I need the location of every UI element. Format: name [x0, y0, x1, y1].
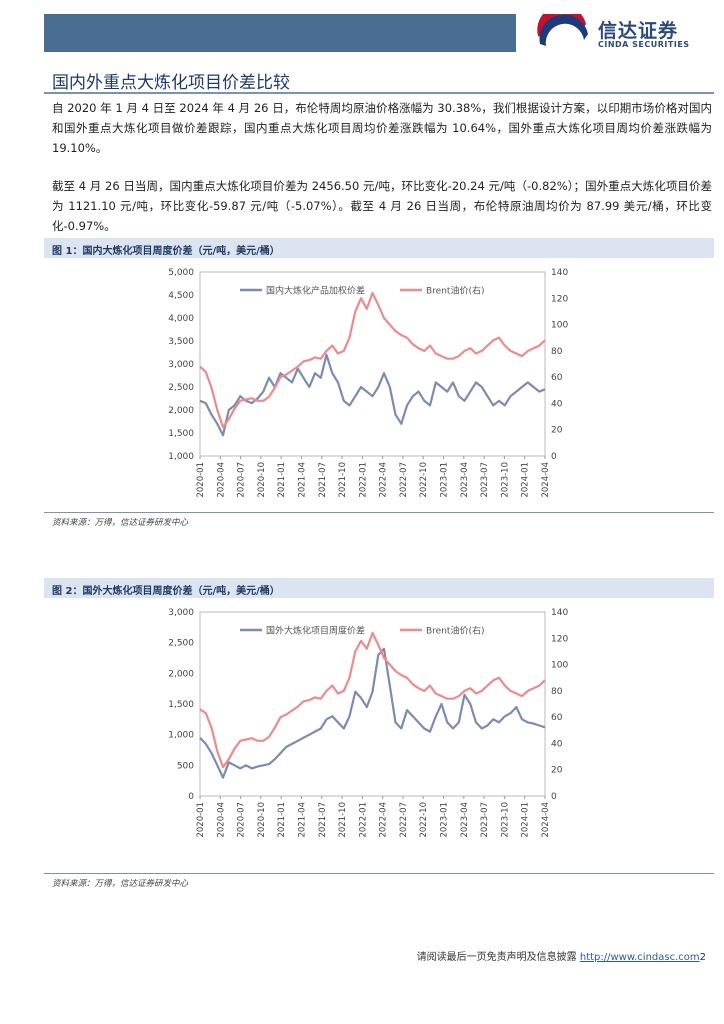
series-line-1 — [199, 353, 546, 437]
x-tick-label: 2022-04 — [379, 802, 389, 838]
series-line-1 — [199, 647, 546, 779]
figure-2-bottom-rule — [44, 873, 714, 874]
figure-2-caption: 图 2：国外大炼化项目周度价差（元/吨，美元/桶） — [44, 578, 714, 598]
x-tick-label: 2020-04 — [216, 802, 226, 838]
paragraph-1: 自 2020 年 1 月 4 日至 2024 年 4 月 26 日，布伦特周均原… — [52, 101, 712, 155]
y-left-tick-label: 1,000 — [168, 731, 194, 741]
x-tick-label: 2022-07 — [399, 802, 409, 838]
x-tick-label: 2020-07 — [237, 462, 247, 498]
y-left-tick-label: 1,000 — [168, 452, 194, 462]
figure-1-chart: 1,000 1,500 2,000 2,500 3,000 3,500 4,000 4,500… — [168, 268, 568, 498]
logo-chinese: 信达证券 — [598, 20, 679, 42]
figure-1-source: 资料来源：万得，信达证券研发中心 — [52, 518, 189, 528]
y-left-tick-label: 2,000 — [168, 669, 194, 679]
y-left-tick-label: 1,500 — [168, 700, 194, 710]
legend-label-1: 国内大炼化产品加权价差 — [266, 285, 365, 297]
y-right-tick-label: 40 — [551, 739, 563, 749]
y-right-tick-label: 40 — [551, 399, 563, 409]
x-tick-label: 2023-07 — [480, 462, 490, 498]
y-left-tick-label: 3,000 — [168, 360, 194, 370]
x-tick-label: 2021-07 — [318, 462, 328, 498]
y-left-tick-label: 3,000 — [168, 608, 194, 618]
y-right-tick-label: 120 — [551, 634, 568, 644]
legend-label-2: Brent油价(右) — [426, 285, 484, 297]
series-line-2 — [199, 291, 546, 429]
header-band — [44, 14, 516, 52]
legend-label-1: 国外大炼化项目周度价差 — [266, 625, 365, 637]
x-tick-label: 2023-01 — [440, 462, 450, 498]
x-tick-label: 2022-07 — [399, 462, 409, 498]
x-tick-label: 2020-07 — [237, 802, 247, 838]
y-right-tick-label: 60 — [551, 373, 563, 383]
figure-2-source: 资料来源：万得，信达证券研发中心 — [52, 879, 189, 889]
footer-disclaimer: 请阅读最后一页免责声明及信息披露 — [416, 952, 580, 963]
x-tick-label: 2020-01 — [196, 802, 206, 838]
x-tick-label: 2022-01 — [358, 462, 368, 498]
y-right-tick-label: 100 — [551, 661, 568, 671]
logo-english: CINDA SECURITIES — [598, 40, 690, 49]
y-right-tick-label: 0 — [551, 452, 557, 462]
logo: 信达证券 CINDA SECURITIES — [534, 14, 704, 54]
x-tick-label: 2020-10 — [257, 462, 267, 498]
x-tick-label: 2020-10 — [257, 802, 267, 838]
plot-frame — [199, 271, 546, 457]
y-right-tick-label: 80 — [551, 687, 563, 697]
y-right-tick-label: 60 — [551, 713, 563, 723]
y-left-tick-label: 3,500 — [168, 337, 194, 347]
footer: 请阅读最后一页免责声明及信息披露 http://www.cindasc.com2 — [417, 948, 706, 963]
x-tick-label: 2020-04 — [216, 462, 226, 498]
x-tick-label: 2021-10 — [338, 802, 348, 838]
y-left-tick-label: 2,500 — [168, 383, 194, 393]
y-right-tick-label: 80 — [551, 347, 563, 357]
y-right-tick-label: 20 — [551, 766, 563, 776]
x-tick-label: 2023-01 — [440, 802, 450, 838]
y-right-tick-label: 140 — [551, 268, 568, 278]
y-right-tick-label: 100 — [551, 321, 568, 331]
x-tick-label: 2020-01 — [196, 462, 206, 498]
x-tick-label: 2024-01 — [521, 462, 531, 498]
y-left-tick-label: 2,000 — [168, 406, 194, 416]
y-left-tick-label: 0 — [188, 792, 194, 802]
x-tick-label: 2023-10 — [500, 802, 510, 838]
x-tick-label: 2021-10 — [338, 462, 348, 498]
page-number: 2 — [699, 952, 706, 963]
y-left-tick-label: 1,500 — [168, 429, 194, 439]
x-tick-label: 2022-10 — [419, 802, 429, 838]
x-tick-label: 2022-04 — [379, 462, 389, 498]
y-right-tick-label: 120 — [551, 294, 568, 304]
y-left-tick-label: 4,500 — [168, 291, 194, 301]
series-line-2 — [199, 631, 546, 769]
plot-frame — [199, 611, 546, 797]
x-tick-label: 2022-10 — [419, 462, 429, 498]
x-tick-label: 2024-01 — [521, 802, 531, 838]
figure-2-chart: 0 500 1,000 1,500 2,000 2,500 3,000 0 20 40 60 80 10… — [168, 608, 568, 838]
paragraph-2: 截至 4 月 26 日当周，国内重点大炼化项目价差为 2456.50 元/吨，环… — [52, 179, 712, 233]
x-tick-label: 2022-01 — [358, 802, 368, 838]
legend-label-2: Brent油价(右) — [426, 625, 484, 637]
x-tick-label: 2023-07 — [480, 802, 490, 838]
x-tick-label: 2023-04 — [460, 802, 470, 838]
figure-1-bottom-rule — [44, 512, 714, 513]
y-left-tick-label: 5,000 — [168, 268, 194, 278]
figure-1-caption: 图 1：国内大炼化项目周度价差（元/吨，美元/桶） — [44, 238, 714, 258]
logo-emblem-icon — [537, 14, 588, 47]
footer-link[interactable]: http://www.cindasc.com — [579, 952, 700, 963]
x-tick-label: 2021-07 — [318, 802, 328, 838]
y-left-tick-label: 4,000 — [168, 314, 194, 324]
x-tick-label: 2023-04 — [460, 462, 470, 498]
section-divider — [44, 92, 714, 94]
x-tick-label: 2023-10 — [500, 462, 510, 498]
x-tick-label: 2024-04 — [541, 802, 551, 838]
y-right-tick-label: 20 — [551, 426, 563, 436]
section-title: 国内外重点大炼化项目价差比较 — [52, 73, 290, 93]
x-tick-label: 2024-04 — [541, 462, 551, 498]
y-left-tick-label: 2,500 — [168, 639, 194, 649]
y-right-tick-label: 0 — [551, 792, 557, 802]
x-tick-label: 2021-04 — [297, 462, 307, 498]
y-right-tick-label: 140 — [551, 608, 568, 618]
x-tick-label: 2021-01 — [277, 802, 287, 838]
y-left-tick-label: 500 — [177, 761, 194, 771]
x-tick-label: 2021-01 — [277, 462, 287, 498]
x-tick-label: 2021-04 — [297, 802, 307, 838]
